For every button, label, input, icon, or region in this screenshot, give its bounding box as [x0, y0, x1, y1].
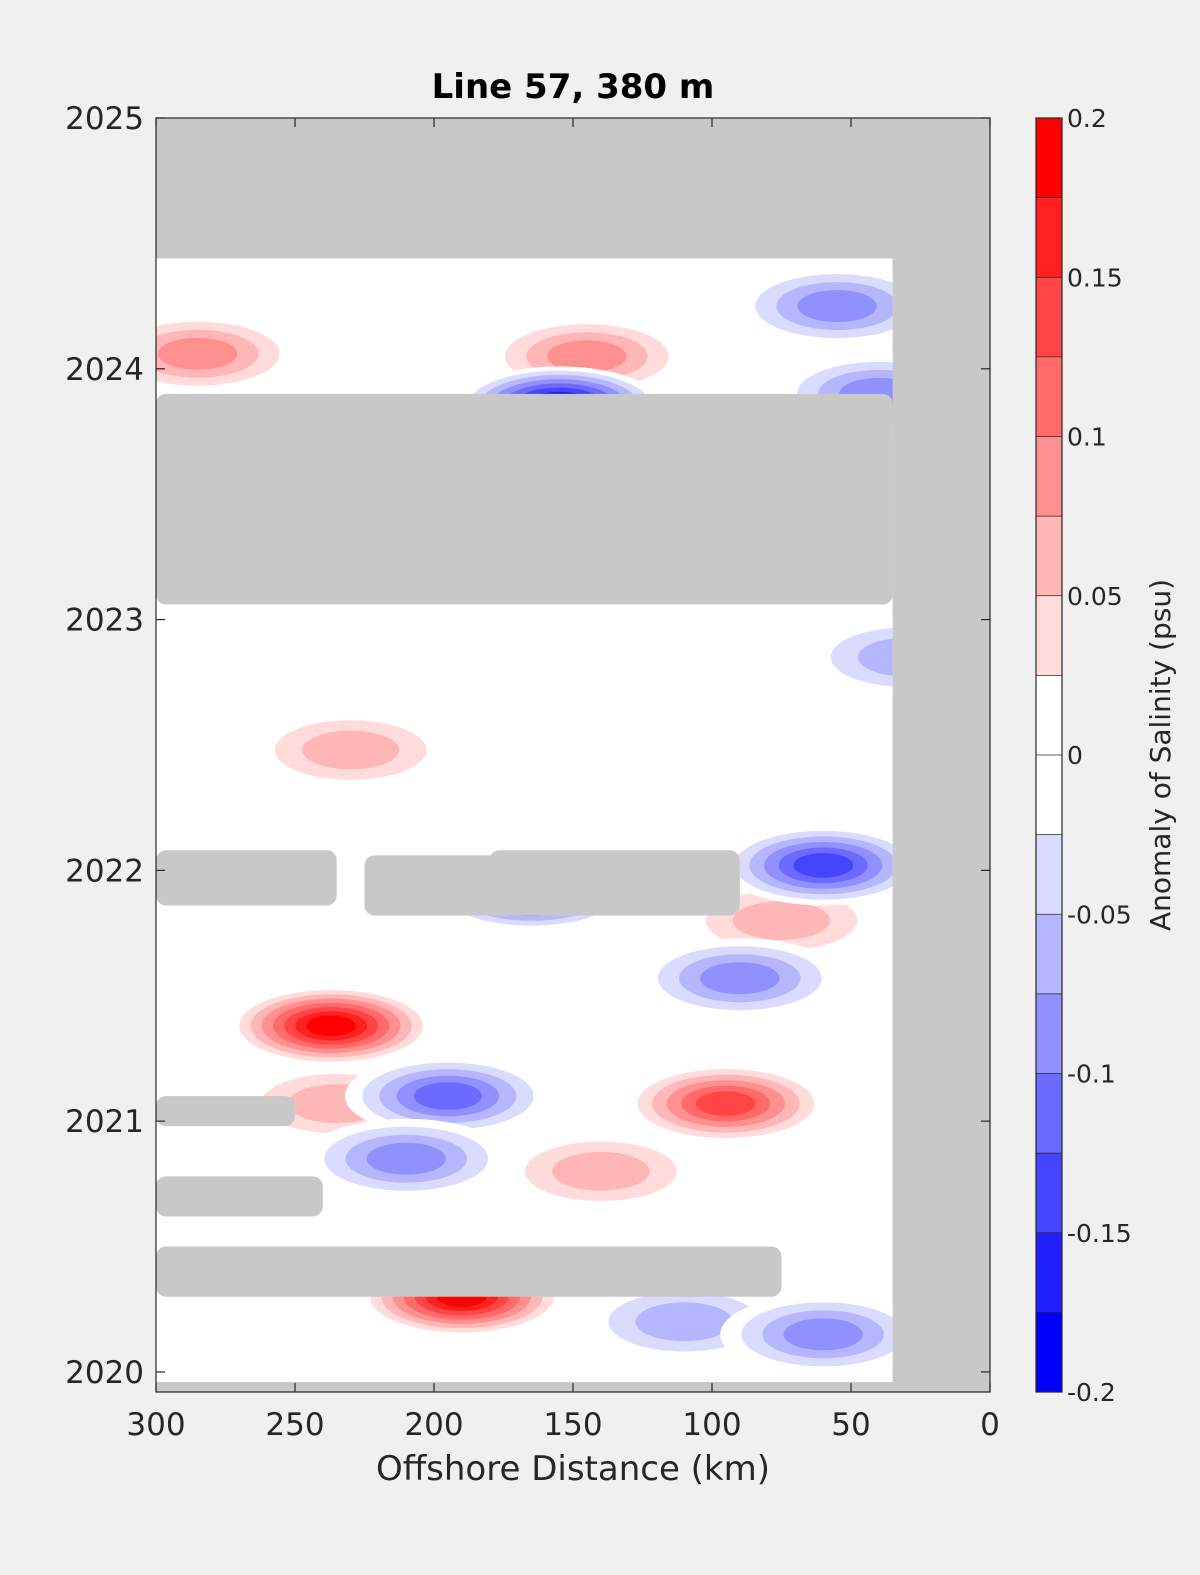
contour-level	[700, 962, 780, 995]
colorbar-swatch	[1036, 356, 1062, 437]
x-tick-label: 200	[404, 1407, 463, 1443]
colorbar-swatch	[1036, 197, 1062, 278]
colorbar-swatch	[1036, 1312, 1062, 1393]
anomaly-feature	[734, 266, 941, 347]
colorbar-swatch	[1036, 277, 1062, 358]
colorbar-swatch	[1036, 914, 1062, 995]
contour-level	[797, 290, 877, 323]
x-tick-label: 150	[543, 1407, 602, 1443]
contour-level	[366, 1142, 446, 1175]
colorbar-swatch	[1036, 1073, 1062, 1154]
x-tick-label: 50	[831, 1407, 870, 1443]
colorbar-label: Anomaly of Salinity (psu)	[1144, 579, 1177, 931]
colorbar-swatch	[1036, 834, 1062, 915]
anomaly-feature	[303, 1118, 510, 1199]
y-tick-label: 2022	[65, 853, 144, 889]
anomaly-feature	[720, 1294, 927, 1375]
no-data-band	[156, 1096, 295, 1127]
no-data-band	[489, 850, 740, 916]
colorbar-swatch	[1036, 1153, 1062, 1234]
contour-level	[793, 853, 854, 878]
colorbar-tick-label: -0.2	[1067, 1378, 1116, 1407]
contour-level	[301, 730, 400, 770]
no-data-band	[156, 1176, 323, 1217]
x-tick-label: 250	[265, 1407, 324, 1443]
contour-level	[695, 1091, 756, 1116]
colorbar: 0.2 0.15 0.1 0.05 0 -0.05 -0.1 -0.15 -0.2 Anomaly…	[1035, 104, 1177, 1407]
colorbar-swatch	[1036, 595, 1062, 676]
no-data-band	[156, 118, 990, 259]
x-tick-label: 100	[682, 1407, 741, 1443]
anomaly-feature	[720, 825, 927, 906]
colorbar-swatch	[1036, 1232, 1062, 1313]
x-tick-label: 300	[126, 1407, 185, 1443]
colorbar-frame	[1035, 117, 1063, 1393]
y-tick-label: 2023	[65, 603, 144, 639]
anomaly-feature	[247, 709, 454, 790]
colorbar-swatch	[1036, 993, 1062, 1074]
contour-level	[783, 1318, 863, 1351]
colorbar-tick-label: 0.05	[1067, 582, 1123, 611]
anomaly-feature	[636, 938, 843, 1019]
chart-title: Line 57, 380 m	[432, 67, 715, 107]
y-tick-label: 2021	[65, 1104, 144, 1140]
colorbar-tick-label: 0.1	[1067, 423, 1107, 452]
colorbar-swatch	[1036, 436, 1062, 517]
contour-level	[306, 1015, 356, 1037]
colorbar-tick-label: 0	[1067, 741, 1083, 770]
x-axis-label: Offshore Distance (km)	[376, 1449, 770, 1489]
y-tick-label: 2020	[65, 1355, 144, 1391]
no-data-band	[156, 393, 893, 605]
contour-level	[413, 1082, 482, 1110]
colorbar-swatch	[1036, 118, 1062, 199]
contour-level	[158, 337, 238, 370]
anomaly-feature	[228, 985, 435, 1066]
anomaly-feature	[344, 1056, 551, 1137]
no-data-band	[156, 850, 337, 906]
plot-area	[156, 118, 990, 1392]
colorbar-swatch	[1036, 755, 1062, 836]
anomaly-feature	[156, 313, 301, 394]
anomaly-feature	[622, 1063, 829, 1144]
y-tick-label: 2024	[65, 352, 144, 388]
colorbar-swatch	[1036, 675, 1062, 756]
colorbar-tick-label: 0.15	[1067, 263, 1123, 292]
colorbar-tick-label: -0.1	[1067, 1060, 1116, 1089]
contour-level	[552, 1151, 650, 1191]
colorbar-tick-label: -0.15	[1067, 1219, 1132, 1248]
contour-level	[547, 340, 627, 373]
x-tick-label: 0	[980, 1407, 1000, 1443]
contour-level	[635, 1302, 733, 1342]
colorbar-tick-label: -0.05	[1067, 900, 1132, 929]
axes: 300 250 200 150 100 50 0 2020 2021 2022 2023 2024 20…	[65, 67, 1000, 1489]
contour-level	[732, 901, 831, 940]
colorbar-tick-label: 0.2	[1067, 104, 1107, 133]
no-data-band	[156, 1246, 782, 1297]
anomaly-feature	[497, 1131, 704, 1212]
colorbar-swatch	[1036, 516, 1062, 597]
y-tick-label: 2025	[65, 101, 144, 137]
no-data-band	[892, 118, 990, 1392]
